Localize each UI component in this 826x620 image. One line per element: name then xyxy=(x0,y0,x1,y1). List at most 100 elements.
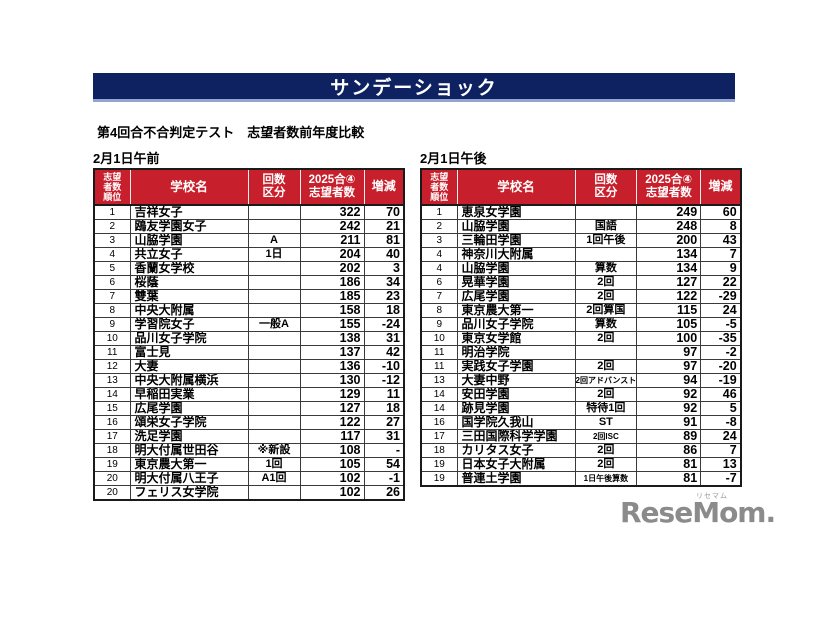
round-category-cell: 2回ISC xyxy=(574,429,638,444)
rank-cell: 18 xyxy=(420,443,458,458)
column-header-line: 区分 xyxy=(262,187,286,199)
table-row: 18 カリタス女子 2回 86 7 xyxy=(420,443,742,458)
change-cell: 54 xyxy=(363,457,405,472)
school-name-cell: 学習院女子 xyxy=(129,317,249,332)
round-category-cell: A1回 xyxy=(247,471,301,486)
round-category-cell: ※新設 xyxy=(247,443,301,458)
resemom-logo: リセマム ReseMom. xyxy=(620,491,776,536)
school-name-cell: 品川女子学院 xyxy=(129,331,249,346)
table-label-morning: 2月1日午前 xyxy=(93,151,160,166)
rank-cell: 19 xyxy=(420,471,458,487)
school-name-cell: 普連土学園 xyxy=(456,471,576,487)
school-name-cell: 明大付属八王子 xyxy=(129,471,249,486)
applicant-count-cell: 248 xyxy=(636,219,702,234)
rank-cell: 11 xyxy=(93,345,131,360)
title-banner: サンデーショック xyxy=(93,73,735,102)
table-row: 6 晃華学園 2回 127 22 xyxy=(420,275,742,290)
applicant-count-cell: 91 xyxy=(636,415,702,430)
column-header-line: 順位 xyxy=(103,192,122,203)
school-name-cell: 桜蔭 xyxy=(129,275,249,290)
applicant-count-cell: 102 xyxy=(299,485,365,501)
school-name-cell: 広尾学園 xyxy=(129,401,249,416)
table-row: 3 三輪田学園 1回午後 200 43 xyxy=(420,233,742,248)
table-row: 16 頌栄女子学院 122 27 xyxy=(93,415,405,430)
school-name-cell: 跡見学園 xyxy=(456,401,576,416)
rank-cell: 9 xyxy=(93,317,131,332)
change-cell: 26 xyxy=(363,485,405,501)
change-cell: -19 xyxy=(700,373,742,388)
round-category-cell: 2回 xyxy=(574,443,638,458)
column-header-school-name-cell: 学校名 xyxy=(129,169,249,206)
change-cell: 3 xyxy=(363,261,405,276)
school-name-cell: 吉祥女子 xyxy=(129,204,249,220)
change-cell: 9 xyxy=(700,261,742,276)
change-cell: - xyxy=(363,443,405,458)
table-row: 2 鴎友学園女子 242 21 xyxy=(93,219,405,234)
school-name-cell: カリタス女子 xyxy=(456,443,576,458)
applicant-count-cell: 81 xyxy=(636,457,702,472)
round-category-cell xyxy=(247,401,301,416)
table-row: 5 香蘭女学校 202 3 xyxy=(93,261,405,276)
column-header-school-name-cell: 学校名 xyxy=(456,169,576,206)
round-category-cell xyxy=(247,261,301,276)
applicant-count-cell: 108 xyxy=(299,443,365,458)
column-header-applicant-count-cell: 2025合④ 志望者数 xyxy=(299,169,365,206)
rank-cell: 4 xyxy=(93,247,131,262)
header-row: 志望 者数 順位 学校名 回数 区分 2025合④ 志望者数 増減 xyxy=(421,169,741,206)
round-category-cell: 1回 xyxy=(247,457,301,472)
change-cell: 70 xyxy=(363,204,405,220)
column-header-line: 志望 xyxy=(430,171,449,182)
rank-cell: 2 xyxy=(420,219,458,234)
morning-table: 志望 者数 順位 学校名 回数 区分 2025合④ 志望者数 増減 1 吉祥女子 322 70 2 鴎友学園… xyxy=(93,168,405,501)
school-name-cell: 中央大附属 xyxy=(129,303,249,318)
school-name-cell: 雙葉 xyxy=(129,289,249,304)
column-header-line: 者数 xyxy=(430,181,449,192)
round-category-cell: ST xyxy=(574,415,638,430)
change-cell: 23 xyxy=(363,289,405,304)
table-row: 4 共立女子 1日 204 40 xyxy=(93,247,405,262)
change-cell: -2 xyxy=(700,345,742,360)
rank-cell: 16 xyxy=(420,415,458,430)
applicant-count-cell: 105 xyxy=(299,457,365,472)
round-category-cell xyxy=(574,204,638,220)
round-category-cell: 2回 xyxy=(574,387,638,402)
applicant-count-cell: 92 xyxy=(636,387,702,402)
applicant-count-cell: 122 xyxy=(636,289,702,304)
applicant-count-cell: 129 xyxy=(299,387,365,402)
applicant-count-cell: 94 xyxy=(636,373,702,388)
table-row: 9 品川女子学院 算数 105 -5 xyxy=(420,317,742,332)
change-cell: 31 xyxy=(363,429,405,444)
applicant-count-cell: 117 xyxy=(299,429,365,444)
school-name-cell: 明大付属世田谷 xyxy=(129,443,249,458)
change-cell: 42 xyxy=(363,345,405,360)
change-cell: 18 xyxy=(363,303,405,318)
table-row: 14 早稲田実業 129 11 xyxy=(93,387,405,402)
table-row: 9 学習院女子 一般A 155 -24 xyxy=(93,317,405,332)
table-row: 8 中央大附属 158 18 xyxy=(93,303,405,318)
change-cell: 22 xyxy=(700,275,742,290)
table-row: 19 東京農大第一 1回 105 54 xyxy=(93,457,405,472)
school-name-cell: 山脇学園 xyxy=(129,233,249,248)
rank-cell: 9 xyxy=(420,317,458,332)
change-cell: 40 xyxy=(363,247,405,262)
round-category-cell: 2回アドバンスト xyxy=(574,373,638,388)
rank-cell: 20 xyxy=(93,471,131,486)
rank-cell: 1 xyxy=(420,204,458,220)
round-category-cell xyxy=(574,247,638,262)
rank-cell: 6 xyxy=(420,275,458,290)
column-header-line: 志望者数 xyxy=(645,187,692,199)
rank-cell: 20 xyxy=(93,485,131,501)
school-name-cell: 富士見 xyxy=(129,345,249,360)
applicant-count-cell: 127 xyxy=(636,275,702,290)
applicant-count-cell: 185 xyxy=(299,289,365,304)
rank-cell: 14 xyxy=(420,387,458,402)
school-name-cell: 日本女子大附属 xyxy=(456,457,576,472)
table-row: 19 日本女子大附属 2回 81 13 xyxy=(420,457,742,472)
column-header-line: 回数 xyxy=(262,174,286,187)
change-cell: -10 xyxy=(363,359,405,374)
applicant-count-cell: 115 xyxy=(636,303,702,318)
table-row: 15 広尾学園 127 18 xyxy=(93,401,405,416)
change-cell: -35 xyxy=(700,331,742,346)
school-name-cell: 中央大附属横浜 xyxy=(129,373,249,388)
table-row: 17 三田国際科学学園 2回ISC 89 24 xyxy=(420,429,742,444)
